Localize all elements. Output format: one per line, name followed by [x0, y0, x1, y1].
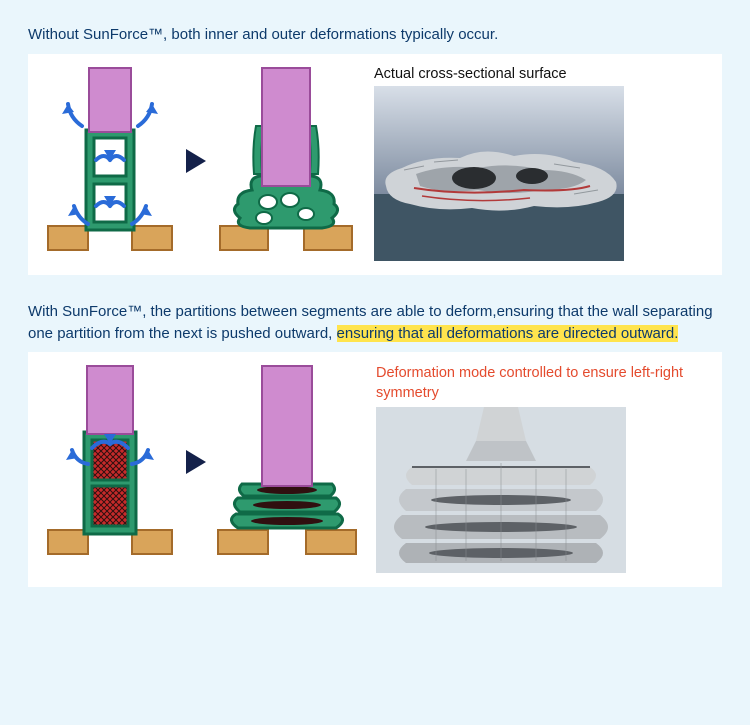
- desc-with: With SunForce™, the partitions between s…: [28, 301, 722, 345]
- diagram-group-with: [44, 364, 358, 560]
- photo-with: [376, 407, 626, 573]
- photo-label-without: Actual cross-sectional surface: [374, 66, 567, 82]
- diagram-without-before: [44, 66, 176, 256]
- photo-label-with: Deformation mode controlled to ensure le…: [376, 364, 706, 403]
- row-with: Deformation mode controlled to ensure le…: [28, 352, 722, 587]
- desc-without: Without SunForce™, both inner and outer …: [28, 24, 722, 46]
- photo-without: [374, 86, 624, 261]
- photo-col-without: Actual cross-sectional surface: [374, 66, 706, 261]
- arrow-transition-icon: [186, 149, 206, 173]
- section-without: Without SunForce™, both inner and outer …: [28, 24, 722, 275]
- diagram-group-without: [44, 66, 356, 256]
- arrow-transition-icon: [186, 450, 206, 474]
- row-without: Actual cross-sectional surface: [28, 54, 722, 275]
- desc-with-hl: ensuring that all deformations are direc…: [337, 325, 679, 342]
- diagram-with-before: [44, 364, 176, 560]
- photo-col-with: Deformation mode controlled to ensure le…: [376, 364, 706, 573]
- info-panel: Without SunForce™, both inner and outer …: [0, 0, 750, 725]
- diagram-with-after: [216, 364, 358, 560]
- diagram-without-after: [216, 66, 356, 256]
- section-with: With SunForce™, the partitions between s…: [28, 301, 722, 588]
